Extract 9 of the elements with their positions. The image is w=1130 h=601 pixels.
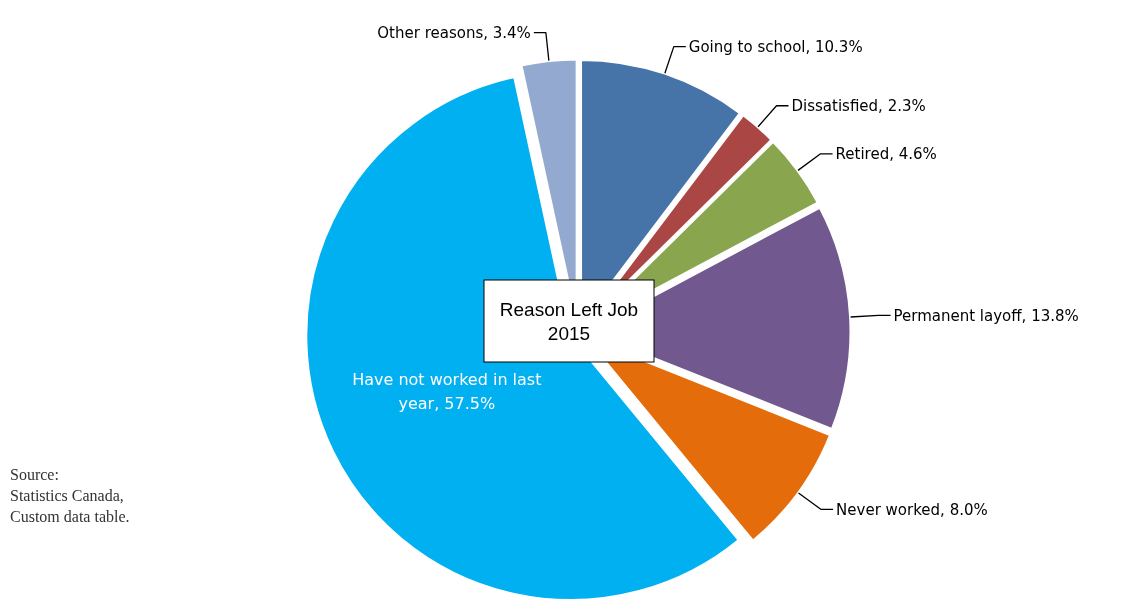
slice-label: Never worked, 8.0% <box>836 500 988 519</box>
source-note: Source: Statistics Canada, Custom data table. <box>10 466 130 525</box>
slice-label: Retired, 4.6% <box>835 145 937 164</box>
slice-label: Dissatisfied, 2.3% <box>791 96 926 115</box>
slice-label: Have not worked in last year, 57.5% <box>352 369 542 413</box>
slice-label: Other reasons, 3.4% <box>377 23 531 42</box>
slice-label: Going to school, 10.3% <box>688 37 863 56</box>
text: Reason Left Job 2015 <box>499 299 639 344</box>
slice-label: Permanent layoff, 13.8% <box>893 306 1079 325</box>
